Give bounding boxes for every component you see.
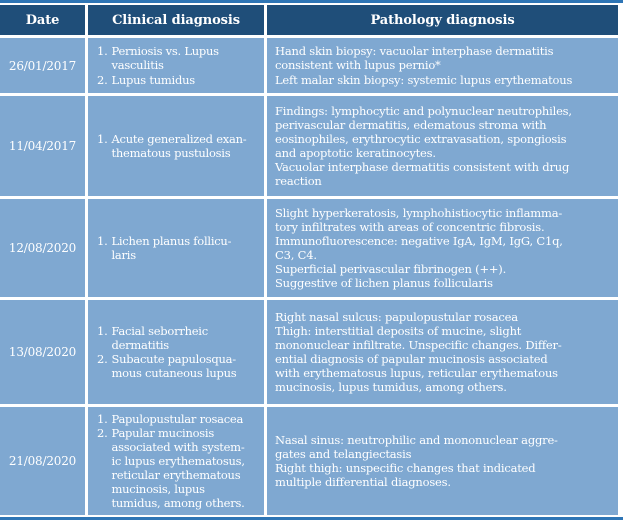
table-body: 26/01/2017 1. Perniosis vs. Lupus vasculit… xyxy=(0,38,624,515)
list-number: 1. xyxy=(97,411,108,426)
clinical-line: Papulopustular rosacea xyxy=(111,411,244,426)
clinical-line: mous cutaneous lupus xyxy=(111,366,237,381)
table-row: 12/08/2020 1. Lichen planus follicu-laris… xyxy=(0,199,618,297)
table-row: 26/01/2017 1. Perniosis vs. Lupus vasculit… xyxy=(0,38,618,93)
pathology-line: gates and telangiectasis xyxy=(275,446,412,461)
pathology-line: ential diagnosis of papular mucinosis as… xyxy=(275,352,548,366)
table-row: 21/08/2020 1. Papulopustular rosacea 2. Pap… xyxy=(0,407,618,515)
pathology-line: Right nasal sulcus: papulopustular rosac… xyxy=(275,309,518,324)
clinical-cell: 1. Facial seborrheic dermatitis 2. Subacute … xyxy=(88,300,264,404)
header-clinical-diagnosis: Clinical diagnosis xyxy=(88,5,264,35)
pathology-line: mucinosis, lupus tumidus, among others. xyxy=(275,380,507,395)
clinical-line: vasculitis xyxy=(111,58,164,73)
clinical-item: 1. Lichen planus follicu-laris xyxy=(97,234,262,262)
pathology-line: with erythematosus lupus, reticular eryt… xyxy=(275,366,558,381)
pathology-line: reaction xyxy=(275,174,322,189)
clinical-text: Papular mucinosis associated with system-… xyxy=(111,425,245,511)
clinical-line: thematous pustulosis xyxy=(111,146,231,160)
pathology-line: Findings: lymphocytic and polynuclear ne… xyxy=(275,103,572,118)
header-date: Date xyxy=(0,5,85,35)
clinical-text: Lupus tumidus xyxy=(111,72,195,87)
pathology-cell: Hand skin biopsy: vacuolar interphase de… xyxy=(267,38,618,93)
pathology-line: Left malar skin biopsy: systemic lupus e… xyxy=(275,72,573,87)
pathology-line: C3, C4. xyxy=(275,248,317,262)
pathology-line: tory infiltrates with areas of concentri… xyxy=(275,219,545,234)
pathology-cell: Slight hyperkeratosis, lymphohistiocytic… xyxy=(267,199,618,297)
clinical-line: Acute generalized exan- xyxy=(111,131,247,146)
clinical-text: Subacute papulosqua-mous cutaneous lupus xyxy=(111,352,236,380)
clinical-text: Papulopustular rosacea xyxy=(111,412,243,426)
pathology-line: perivascular dermatitis, edematous strom… xyxy=(275,117,547,132)
list-number: 2. xyxy=(97,352,108,366)
table-top-border xyxy=(0,0,623,3)
pathology-line: mononuclear infiltrate. Unspecific chang… xyxy=(275,337,562,352)
list-number: 1. xyxy=(97,131,108,146)
clinical-cell: 1. Papulopustular rosacea 2. Papular mucino… xyxy=(88,407,264,515)
clinical-line: Subacute papulosqua- xyxy=(111,352,236,366)
pathology-line: Superficial perivascular fibrinogen (++)… xyxy=(275,262,507,277)
clinical-item: 1. Perniosis vs. Lupus vasculitis xyxy=(97,44,262,72)
list-number: 1. xyxy=(97,44,108,59)
clinical-line: Lupus tumidus xyxy=(111,72,195,87)
header-pathology-diagnosis: Pathology diagnosis xyxy=(267,5,618,35)
pathology-line: Nasal sinus: neutrophilic and mononuclea… xyxy=(275,432,558,447)
clinical-line: ic lupus erythematosus, xyxy=(111,453,245,468)
clinical-item: 1. Papulopustular rosacea xyxy=(97,412,262,426)
table-header-row: Date Clinical diagnosis Pathology diagno… xyxy=(0,5,618,35)
table-bottom-border xyxy=(0,517,623,520)
date-cell: 21/08/2020 xyxy=(0,407,85,515)
clinical-cell: 1. Lichen planus follicu-laris xyxy=(88,199,264,297)
clinical-item: 2. Papular mucinosis associated with syste… xyxy=(97,426,262,510)
date-cell: 26/01/2017 xyxy=(0,38,85,93)
date-cell: 12/08/2020 xyxy=(0,199,85,297)
pathology-line: and apoptotic keratinocytes. xyxy=(275,146,436,160)
date-cell: 13/08/2020 xyxy=(0,300,85,404)
clinical-line: Papular mucinosis xyxy=(111,425,215,440)
clinical-text: Perniosis vs. Lupus vasculitis xyxy=(111,44,219,73)
clinical-text: Acute generalized exan-thematous pustulo… xyxy=(111,132,246,160)
clinical-text: Facial seborrheic dermatitis xyxy=(111,323,208,352)
clinical-item: 2. Lupus tumidus xyxy=(97,73,262,87)
pathology-cell: Nasal sinus: neutrophilic and mononuclea… xyxy=(267,407,618,515)
pathology-line: multiple differential diagnoses. xyxy=(275,475,451,490)
clinical-line: laris xyxy=(111,248,136,262)
list-number: 1. xyxy=(97,233,108,248)
pathology-line: Right thigh: unspecific changes that ind… xyxy=(275,461,536,475)
table-row: 13/08/2020 1. Facial seborrheic dermatitis… xyxy=(0,300,618,404)
pathology-line: Hand skin biopsy: vacuolar interphase de… xyxy=(275,44,554,59)
clinical-line: Lichen planus follicu- xyxy=(111,233,232,248)
pathology-cell: Findings: lymphocytic and polynuclear ne… xyxy=(267,96,618,196)
pathology-line: Slight hyperkeratosis, lymphohistiocytic… xyxy=(275,205,563,220)
list-number: 2. xyxy=(97,425,108,440)
clinical-item: 1. Acute generalized exan-thematous pustu… xyxy=(97,132,262,160)
clinical-line: reticular erythematous xyxy=(111,468,241,482)
pathology-cell: Right nasal sulcus: papulopustular rosac… xyxy=(267,300,618,404)
pathology-line: Vacuolar interphase dermatitis consisten… xyxy=(275,160,570,175)
date-cell: 11/04/2017 xyxy=(0,96,85,196)
pathology-line: Thigh: interstitial deposits of mucine, … xyxy=(275,323,522,338)
pathology-line: Immunofluorescence: negative IgA, IgM, I… xyxy=(275,233,563,248)
clinical-item: 2. Subacute papulosqua-mous cutaneous lup… xyxy=(97,352,262,380)
clinical-line: mucinosis, lupus xyxy=(111,482,205,497)
clinical-cell: 1. Perniosis vs. Lupus vasculitis 2. Lupus t… xyxy=(88,38,264,93)
clinical-text: Lichen planus follicu-laris xyxy=(111,234,231,262)
clinical-line: tumidus, among others. xyxy=(111,496,245,511)
clinical-line: Perniosis vs. Lupus xyxy=(111,44,219,59)
clinical-cell: 1. Acute generalized exan-thematous pustu… xyxy=(88,96,264,196)
clinical-item: 1. Facial seborrheic dermatitis xyxy=(97,324,262,352)
pathology-line: eosinophiles, erythrocytic extravasation… xyxy=(275,131,567,146)
clinical-line: Facial seborrheic xyxy=(111,323,208,338)
table-row: 11/04/2017 1. Acute generalized exan-them… xyxy=(0,96,618,196)
clinical-line: associated with system- xyxy=(111,439,245,454)
pathology-line: consistent with lupus pernio* xyxy=(275,58,441,73)
pathology-line: Suggestive of lichen planus follicularis xyxy=(275,276,493,291)
list-number: 1. xyxy=(97,323,108,338)
list-number: 2. xyxy=(97,72,108,87)
clinical-line: dermatitis xyxy=(111,337,169,352)
